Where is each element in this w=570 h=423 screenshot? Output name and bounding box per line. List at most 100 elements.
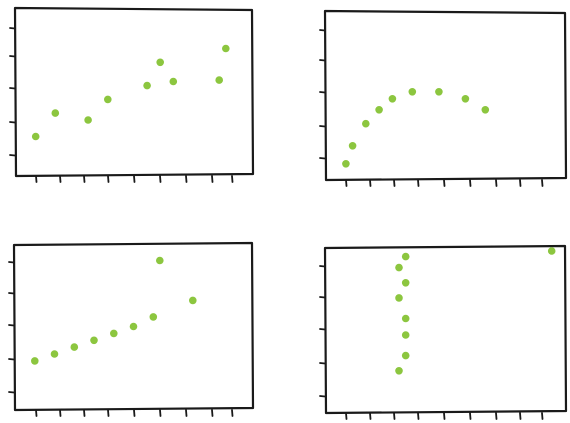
y-tick: [319, 296, 326, 299]
scatter-point: [401, 314, 410, 323]
scatter-point: [388, 95, 397, 103]
scatter-point: [401, 331, 410, 339]
x-tick: [83, 409, 86, 417]
x-tick: [159, 409, 162, 417]
scatter-point: [401, 279, 410, 287]
scatter-point: [408, 88, 417, 96]
y-tick: [8, 261, 15, 264]
scatter-panel-top-left: [9, 6, 255, 183]
scatter-point: [547, 247, 556, 255]
scatter-point: [149, 313, 158, 321]
scatter-point: [395, 294, 403, 302]
x-tick: [185, 409, 188, 417]
x-tick: [211, 409, 214, 417]
x-tick: [107, 175, 110, 183]
scatter-point: [375, 106, 383, 114]
scatter-point: [395, 263, 403, 272]
x-tick: [133, 409, 136, 417]
axis-ticks: [319, 265, 544, 420]
x-tick: [83, 175, 86, 183]
x-tick: [495, 179, 498, 187]
scatter-point: [31, 132, 40, 141]
y-tick: [319, 91, 326, 94]
y-tick: [319, 59, 326, 62]
scatter-point: [401, 252, 410, 261]
y-tick: [9, 121, 16, 124]
scatter-panel-bottom-right: [319, 244, 568, 420]
x-tick: [159, 175, 162, 183]
y-tick: [8, 391, 15, 394]
scatter-point: [70, 343, 79, 351]
scatter-point: [110, 329, 118, 338]
scatter-point: [50, 350, 59, 358]
x-tick: [107, 409, 110, 417]
scatter-point: [401, 351, 410, 360]
y-tick: [319, 362, 326, 365]
x-tick: [345, 412, 348, 420]
x-tick: [541, 179, 544, 187]
x-tick: [369, 412, 372, 420]
scatter-point: [461, 95, 470, 103]
scatter-panel-top-right: [319, 9, 568, 187]
scatter-point: [143, 81, 151, 90]
scatter-point: [222, 44, 230, 53]
scatter-point: [189, 296, 197, 305]
y-tick: [8, 358, 15, 361]
x-tick: [417, 179, 420, 187]
scatter-point: [215, 76, 223, 84]
scatter-point: [395, 367, 403, 375]
scatter-point: [129, 322, 138, 331]
scatter-point: [156, 58, 164, 67]
scatter-panel-bottom-left: [8, 241, 255, 417]
scatter-point: [51, 109, 60, 117]
x-tick: [519, 412, 522, 420]
y-tick: [9, 87, 16, 90]
data-points: [31, 44, 230, 141]
x-tick: [59, 175, 62, 183]
x-tick: [469, 179, 472, 187]
x-tick: [211, 175, 214, 183]
x-tick: [443, 179, 446, 187]
plot-frame: [323, 244, 568, 415]
axis-ticks: [8, 261, 234, 417]
y-tick: [319, 157, 326, 160]
plot-frame: [323, 9, 568, 182]
axis-ticks: [319, 29, 544, 187]
x-tick: [393, 412, 396, 420]
x-tick: [495, 412, 498, 420]
y-tick: [8, 324, 15, 327]
scatter-point: [342, 160, 350, 168]
y-tick: [319, 328, 326, 331]
x-tick: [345, 179, 348, 187]
axis-ticks: [9, 27, 234, 183]
scatter-point: [31, 357, 39, 365]
scatter-point: [156, 256, 164, 265]
x-tick: [35, 409, 38, 417]
x-tick: [231, 409, 234, 417]
plot-frame: [12, 241, 255, 412]
y-tick: [319, 29, 326, 32]
x-tick: [469, 412, 472, 420]
scatter-point: [435, 88, 443, 96]
y-tick: [8, 292, 15, 295]
y-tick: [9, 55, 16, 58]
x-tick: [59, 409, 62, 417]
scatter-point: [348, 142, 357, 150]
x-tick: [369, 179, 372, 187]
scatter-point: [169, 77, 178, 86]
scatter-point: [84, 116, 92, 124]
x-tick: [443, 412, 446, 420]
scatter-point: [104, 95, 112, 104]
y-tick: [9, 154, 16, 157]
y-tick: [319, 395, 326, 398]
scatter-point: [90, 336, 98, 345]
y-tick: [319, 265, 326, 268]
x-tick: [417, 412, 420, 420]
x-tick: [133, 175, 136, 183]
x-tick: [393, 179, 396, 187]
data-points: [342, 88, 490, 168]
x-tick: [541, 412, 544, 420]
scatter-point: [481, 106, 490, 114]
x-tick: [185, 175, 188, 183]
